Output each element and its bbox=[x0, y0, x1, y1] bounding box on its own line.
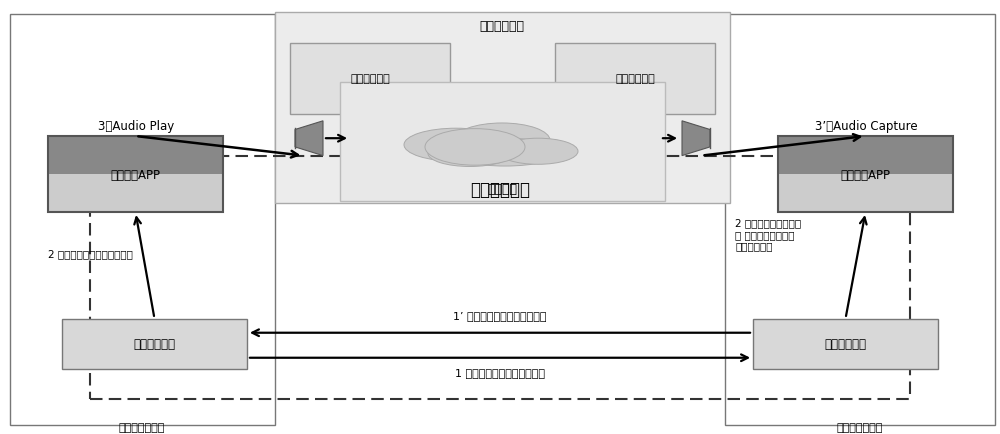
Ellipse shape bbox=[450, 139, 560, 167]
Text: 本地音频应用: 本地音频应用 bbox=[350, 74, 390, 84]
Ellipse shape bbox=[404, 129, 508, 162]
Text: 3：Audio Play: 3：Audio Play bbox=[98, 119, 174, 132]
Bar bbox=[290, 43, 450, 115]
Bar bbox=[10, 15, 275, 425]
Bar bbox=[753, 319, 938, 369]
Text: 本地测试APP: 本地测试APP bbox=[110, 168, 160, 181]
Bar bbox=[555, 43, 715, 115]
Bar bbox=[48, 137, 223, 213]
Text: 1’ 同步控制单元同步信号协商: 1’ 同步控制单元同步信号协商 bbox=[453, 310, 547, 320]
Ellipse shape bbox=[498, 139, 578, 165]
Bar bbox=[62, 319, 247, 369]
Bar bbox=[778, 137, 953, 174]
Text: 被测音频系统: 被测音频系统 bbox=[480, 20, 524, 33]
Text: 同步控制单元: 同步控制单元 bbox=[134, 338, 176, 350]
Text: 同步控制装置: 同步控制装置 bbox=[470, 180, 530, 198]
Polygon shape bbox=[295, 122, 323, 156]
Bar bbox=[725, 15, 995, 425]
Text: 远端音频应用: 远端音频应用 bbox=[615, 74, 655, 84]
Text: 远端测试APP: 远端测试APP bbox=[840, 168, 891, 181]
Bar bbox=[275, 13, 730, 204]
Text: 本地测试发起端: 本地测试发起端 bbox=[119, 422, 165, 432]
Bar bbox=[778, 137, 953, 213]
Text: 同步控制单元: 同步控制单元 bbox=[824, 338, 866, 350]
Polygon shape bbox=[682, 122, 710, 156]
Text: 3’：Audio Capture: 3’：Audio Capture bbox=[815, 119, 917, 132]
Text: 1 同步控制单元同步信号协商: 1 同步控制单元同步信号协商 bbox=[455, 367, 545, 377]
Bar bbox=[48, 137, 223, 174]
Text: 远端测试接收端: 远端测试接收端 bbox=[837, 422, 883, 432]
Text: 传输网络: 传输网络 bbox=[488, 182, 518, 195]
Bar bbox=[778, 174, 953, 213]
Bar bbox=[340, 82, 665, 202]
Ellipse shape bbox=[454, 124, 550, 158]
Ellipse shape bbox=[428, 141, 512, 167]
Ellipse shape bbox=[425, 129, 525, 166]
Text: 2 同步控制单元控制开启播放: 2 同步控制单元控制开启播放 bbox=[48, 249, 133, 259]
Bar bbox=[48, 174, 223, 213]
Bar bbox=[90, 156, 910, 399]
Text: 2 同步控制单元控制开
启 对待测黑盒系统输
出音频的采集: 2 同步控制单元控制开 启 对待测黑盒系统输 出音频的采集 bbox=[735, 218, 801, 251]
